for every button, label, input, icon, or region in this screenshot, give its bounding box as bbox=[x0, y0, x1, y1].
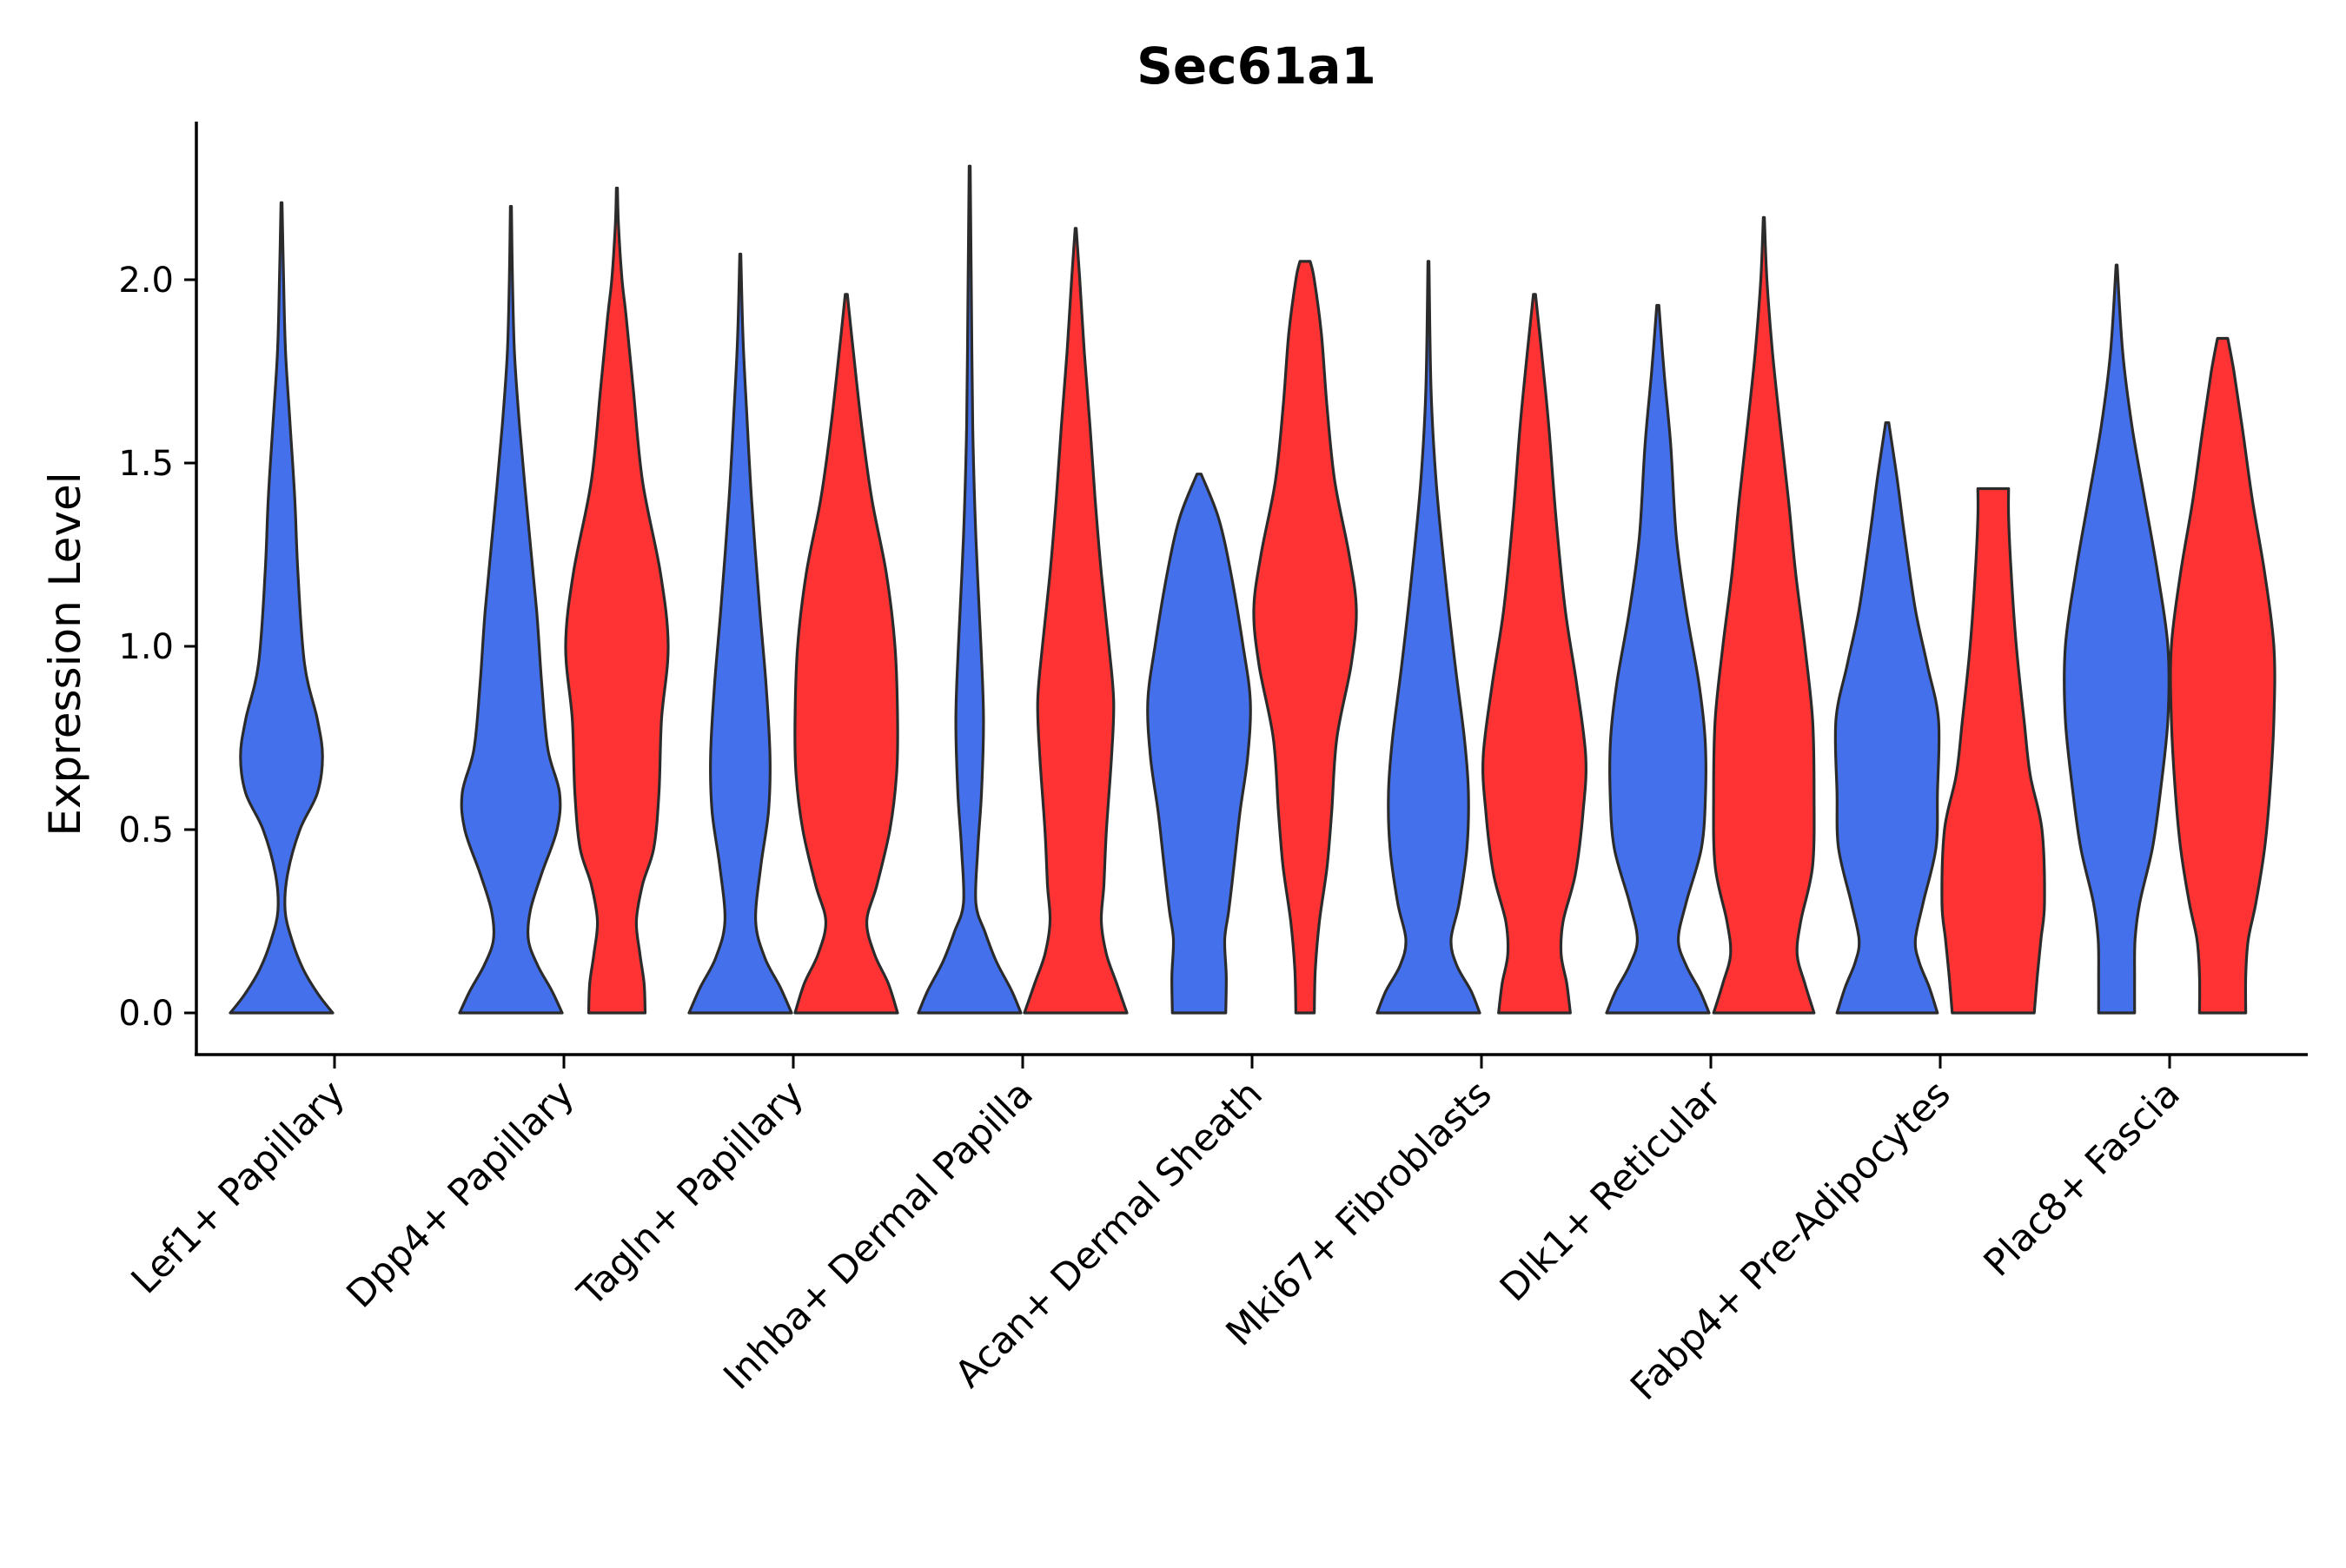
y-tick-label: 2.0 bbox=[118, 261, 174, 301]
violin-dpp4-papillary-blue bbox=[458, 205, 564, 1015]
violin-acan-dermal-sheath-blue bbox=[1146, 473, 1252, 1015]
chart-title: Sec61a1 bbox=[1137, 36, 1376, 96]
x-tick-label-mki67-fibroblasts: Mki67+ Fibroblasts bbox=[1218, 1072, 1501, 1354]
violin-fabp4-pre-adipocytes-blue bbox=[1833, 421, 1941, 1015]
violin-dpp4-papillary-red bbox=[564, 186, 670, 1015]
violin-inhba-dermal-papilla-blue bbox=[917, 164, 1023, 1015]
x-tick-label-dlk1-reticular: Dlk1+ Reticular bbox=[1492, 1072, 1730, 1310]
violin-plac8-fascia-red bbox=[2169, 336, 2276, 1015]
x-tick-label-lef1-papillary: Lef1+ Papillary bbox=[123, 1072, 354, 1302]
x-tick-label-tagln-papillary: Tagln+ Papillary bbox=[569, 1072, 812, 1315]
violin-mki67-fibroblasts-blue bbox=[1375, 260, 1481, 1015]
violin-dlk1-reticular-blue bbox=[1605, 303, 1711, 1015]
y-tick-label: 0.5 bbox=[118, 810, 174, 850]
y-axis-label: Expression Level bbox=[40, 472, 90, 836]
x-tick-label-plac8-fascia: Plac8+ Fascia bbox=[1976, 1072, 2189, 1285]
y-tick-label: 1.0 bbox=[118, 627, 174, 667]
violin-lef1-papillary-blue bbox=[229, 201, 335, 1015]
violin-plac8-fascia-blue bbox=[2063, 263, 2170, 1015]
violin-tagln-papillary-blue bbox=[687, 252, 793, 1015]
violin-acan-dermal-sheath-red bbox=[1252, 260, 1358, 1015]
violin-tagln-papillary-red bbox=[793, 293, 899, 1015]
violin-fabp4-pre-adipocytes-red bbox=[1940, 486, 2046, 1015]
violin-inhba-dermal-papilla-red bbox=[1023, 227, 1129, 1015]
y-tick-label: 1.5 bbox=[118, 444, 174, 484]
violin-group bbox=[229, 164, 2276, 1015]
y-tick-label: 0.0 bbox=[118, 994, 174, 1034]
y-ticks: 0.0 0.5 1.0 1.5 2.0 bbox=[118, 261, 196, 1034]
x-tick-label-dpp4-papillary: Dpp4+ Papillary bbox=[339, 1072, 583, 1316]
violin-dlk1-reticular-red bbox=[1712, 215, 1816, 1015]
violin-mki67-fibroblasts-red bbox=[1481, 293, 1587, 1015]
